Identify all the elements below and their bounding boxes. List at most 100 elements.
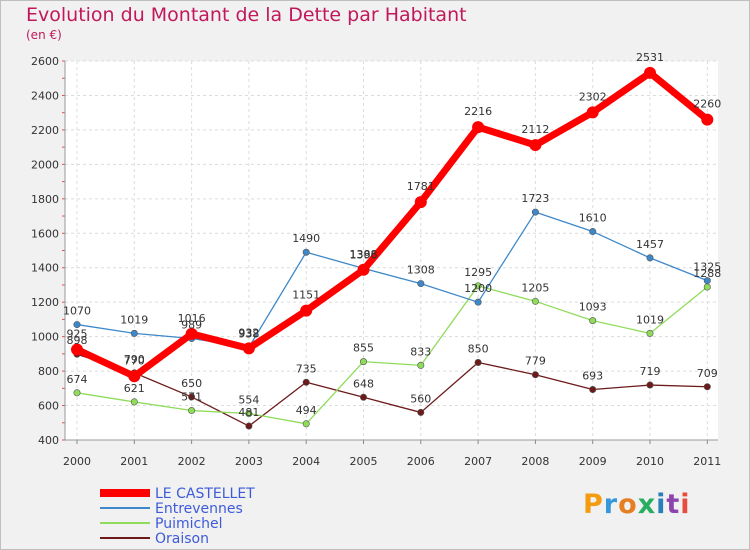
logo-letter: x [637,489,657,520]
y-tick-label: 1800 [31,193,59,206]
data-label: 770 [124,354,145,367]
logo-letter: r [603,489,619,520]
data-point-puimichel [359,358,367,366]
legend-label-oraison: Oraison [155,531,209,547]
data-point-oraison [531,371,539,379]
data-point-entrevennes [531,208,539,216]
data-point-oraison [417,408,425,416]
data-label: 1070 [63,305,91,318]
chart-title: Evolution du Montant de la Dette par Hab… [26,4,467,26]
data-point-le-castellet [586,106,599,119]
data-label: 1205 [521,281,549,294]
data-label: 779 [525,355,546,368]
x-tick-label: 2008 [521,455,549,468]
data-point-entrevennes [646,254,654,262]
data-point-le-castellet [472,121,485,134]
y-tick-label: 2600 [31,55,59,68]
data-label: 2531 [636,51,664,64]
data-point-le-castellet [128,370,141,383]
data-label: 925 [67,328,88,341]
data-label: 560 [410,392,431,405]
data-label: 650 [181,377,202,390]
data-label: 1019 [120,313,148,326]
data-label: 1019 [636,313,664,326]
x-tick-label: 2003 [235,455,263,468]
data-label: 1490 [292,232,320,245]
data-point-le-castellet [644,66,656,79]
data-point-oraison [703,383,711,391]
data-point-puimichel [130,398,138,406]
legend-label-le-castellet: LE CASTELLET [155,486,255,502]
data-point-puimichel [531,297,539,305]
y-tick-label: 400 [38,434,59,447]
y-tick-label: 1600 [31,227,59,240]
data-point-entrevennes [73,321,81,329]
data-point-puimichel [417,361,425,369]
data-label: 1396 [350,248,378,261]
data-point-le-castellet [414,196,427,209]
data-label: 1388 [350,248,378,261]
data-point-puimichel [474,282,482,290]
data-point-le-castellet [185,327,198,340]
data-point-le-castellet [701,113,714,126]
logo-letter: P [583,489,604,520]
data-point-le-castellet [300,304,313,317]
data-point-entrevennes [474,298,482,306]
data-point-entrevennes [703,277,711,285]
data-point-oraison [589,386,597,394]
x-tick-label: 2009 [579,455,607,468]
data-label: 494 [296,404,317,417]
series-line-oraison [76,353,708,427]
data-label: 621 [124,382,145,395]
y-tick-label: 800 [38,365,59,378]
logo-letter: o [618,489,638,520]
data-label: 1781 [407,180,435,193]
data-point-oraison [245,422,253,430]
data-label: 719 [640,365,661,378]
data-point-oraison [359,393,367,401]
data-point-le-castellet [242,342,255,355]
data-point-puimichel [646,329,654,337]
data-point-oraison [302,378,310,386]
data-label: 1288 [693,267,721,280]
data-point-puimichel [245,409,253,417]
legend-label-entrevennes: Entrevennes [155,501,243,517]
data-point-puimichel [589,317,597,325]
data-label: 1016 [178,312,206,325]
data-label: 1151 [292,289,320,302]
data-label: 709 [697,367,718,380]
x-tick-label: 2002 [178,455,206,468]
proxiti-logo: Proxiti [583,489,691,520]
x-tick-label: 2005 [350,455,378,468]
plot-area [65,61,718,440]
data-point-puimichel [73,389,81,397]
data-point-le-castellet [357,263,370,276]
data-label: 790 [124,353,145,366]
data-label: 1295 [464,266,492,279]
data-label: 1457 [636,238,664,251]
data-point-puimichel [302,420,310,428]
data-label: 1325 [693,261,721,274]
y-tick-label: 1000 [31,331,59,344]
y-tick-label: 2400 [31,89,59,102]
data-label: 1723 [521,192,549,205]
data-label: 735 [296,362,317,375]
logo-letter: i [656,489,667,520]
data-label: 2302 [579,90,607,103]
y-tick-label: 600 [38,400,59,413]
data-label: 932 [238,326,259,339]
data-label: 833 [410,345,431,358]
data-label: 938 [238,327,259,340]
y-tick-label: 2200 [31,124,59,137]
data-point-oraison [474,358,482,366]
y-tick-label: 1200 [31,296,59,309]
data-label: 855 [353,342,374,355]
data-label: 1610 [579,212,607,225]
data-label: 693 [582,370,603,383]
data-point-le-castellet [71,343,83,356]
x-tick-label: 2000 [63,455,91,468]
data-point-entrevennes [130,329,138,337]
chart-subtitle: (en €) [26,28,62,42]
x-tick-label: 2010 [636,455,664,468]
data-label: 2112 [521,123,549,136]
